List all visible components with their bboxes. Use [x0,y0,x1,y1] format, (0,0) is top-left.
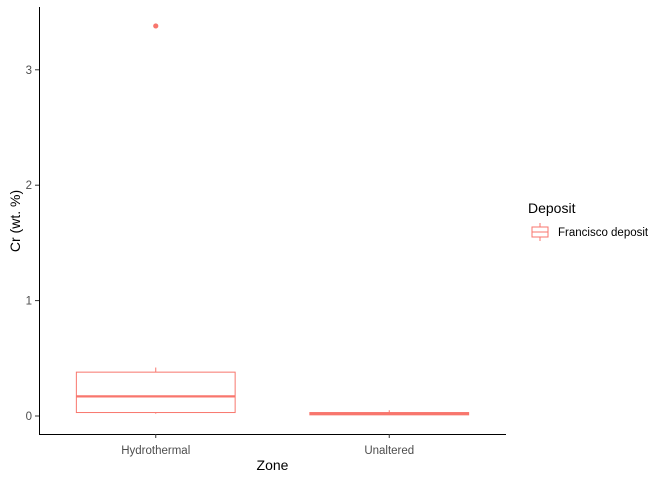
box-group-hydrothermal [75,23,236,414]
x-tick-label: Hydrothermal [121,445,190,457]
legend-title: Deposit [528,200,576,216]
y-tick-label: 1 [26,296,32,308]
legend: Deposit Francisco deposit [528,200,649,241]
x-tick-label: Unaltered [364,445,414,457]
box [75,371,236,414]
plot-area [75,23,470,416]
box-group-unaltered [309,410,470,416]
y-tick-label: 2 [26,180,32,192]
legend-entry-label: Francisco deposit [558,227,649,239]
y-axis-title: Cr (wt. %) [7,190,23,252]
x-ticks: Hydrothermal Unaltered [121,434,414,457]
y-tick-label: 3 [26,65,32,77]
y-tick-label: 0 [26,411,32,423]
axes [39,7,506,435]
y-ticks: 0 1 2 3 [26,65,39,423]
outlier-point [153,23,159,29]
x-axis-title: Zone [257,457,289,473]
